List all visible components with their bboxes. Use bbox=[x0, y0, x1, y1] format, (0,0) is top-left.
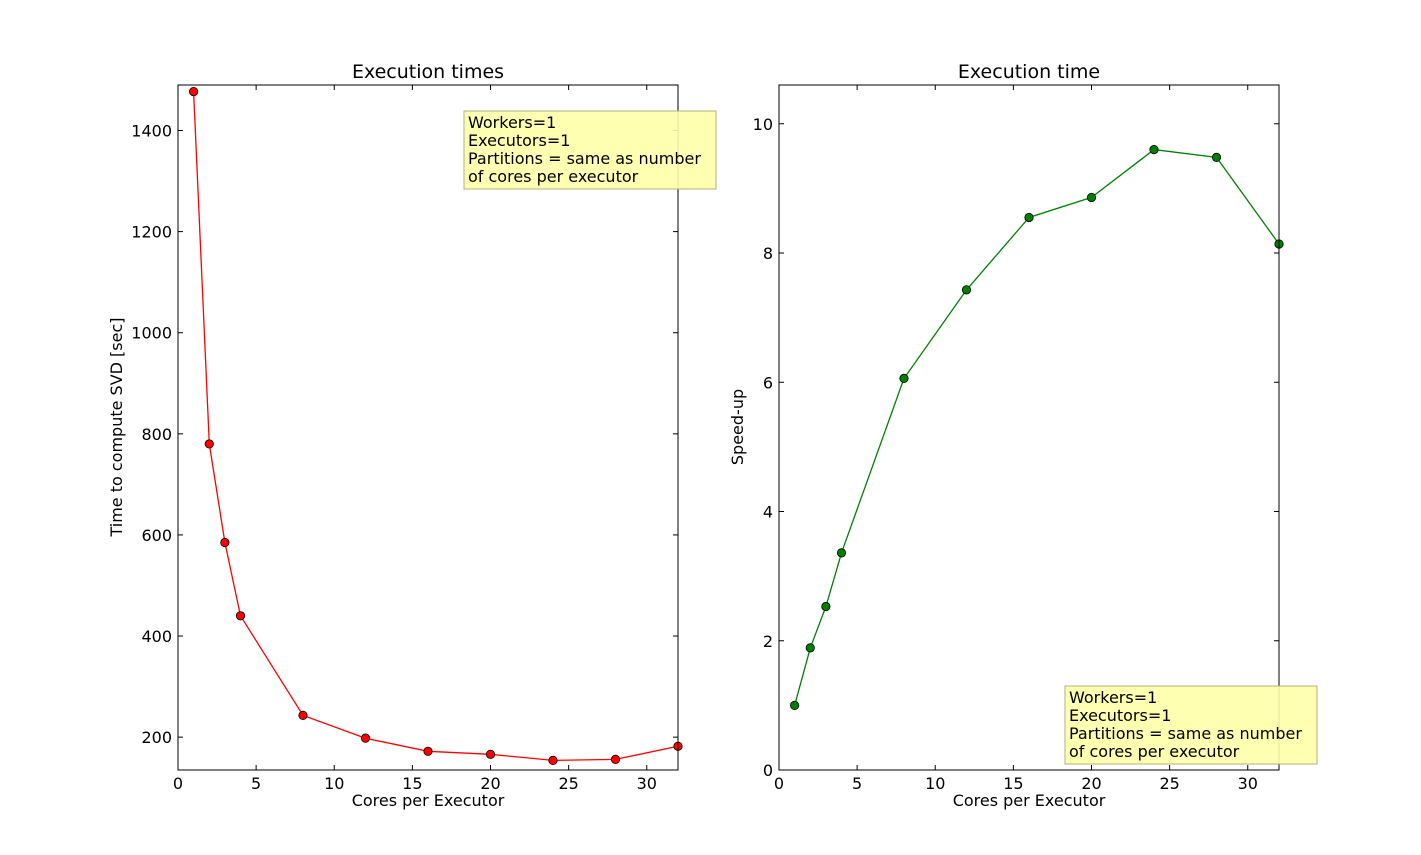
x-tick-label: 25 bbox=[1159, 774, 1179, 793]
data-point bbox=[548, 755, 558, 765]
y-tick-label: 1000 bbox=[131, 324, 172, 343]
data-point bbox=[220, 537, 230, 548]
y-tick-label: 600 bbox=[141, 526, 172, 545]
x-tick-label: 15 bbox=[402, 774, 422, 793]
data-point bbox=[805, 643, 815, 653]
plot-frame bbox=[177, 84, 679, 771]
x-tick-label: 25 bbox=[558, 774, 578, 793]
data-point bbox=[235, 611, 246, 621]
series-line bbox=[793, 148, 1280, 706]
x-tick-label: 10 bbox=[925, 774, 945, 793]
annotation-line: of cores per executor bbox=[468, 167, 639, 186]
series-line bbox=[192, 91, 679, 762]
x-tick-label: 0 bbox=[774, 774, 784, 793]
annotation-background bbox=[1064, 685, 1318, 765]
y-tick-label: 6 bbox=[763, 373, 773, 392]
x-tick-label: 20 bbox=[1081, 774, 1101, 793]
speed-up-chart: Execution time Cores per Executor Speed-… bbox=[728, 61, 1318, 810]
annotation-line: Partitions = same as number bbox=[1069, 724, 1302, 743]
axis-ticks: 0 5 10 15 20 25 30 0 2 4 6 8 10 bbox=[753, 85, 1279, 793]
y-tick-label: 1200 bbox=[131, 223, 172, 242]
data-point bbox=[1086, 192, 1097, 203]
x-axis-label: Cores per Executor bbox=[953, 791, 1106, 810]
data-point bbox=[1149, 145, 1159, 155]
annotation-line: Workers=1 bbox=[1069, 688, 1157, 707]
x-tick-label: 5 bbox=[251, 774, 261, 793]
data-series bbox=[189, 86, 683, 765]
y-axis-label: Speed-up bbox=[728, 389, 747, 465]
data-point bbox=[899, 373, 909, 383]
data-point bbox=[204, 439, 214, 449]
y-tick-label: 2 bbox=[763, 632, 773, 651]
x-tick-label: 5 bbox=[852, 774, 862, 793]
annotation-line: Executors=1 bbox=[468, 131, 570, 150]
y-tick-label: 200 bbox=[141, 728, 172, 747]
y-axis-label: Time to compute SVD [sec] bbox=[107, 317, 126, 537]
data-point bbox=[1024, 212, 1034, 223]
data-point bbox=[298, 710, 308, 721]
chart-title: Execution times bbox=[352, 61, 504, 83]
data-point bbox=[836, 548, 847, 558]
annotation-line: Workers=1 bbox=[468, 113, 556, 132]
annotation-background bbox=[463, 110, 717, 190]
data-point bbox=[360, 733, 371, 743]
y-tick-label: 800 bbox=[141, 425, 172, 444]
y-tick-label: 400 bbox=[141, 627, 172, 646]
annotation-line: Executors=1 bbox=[1069, 706, 1171, 725]
y-tick-label: 8 bbox=[763, 244, 773, 263]
y-tick-label: 1400 bbox=[131, 121, 172, 140]
axis-ticks: 0 5 10 15 20 25 30 200 400 600 800 1000 1200 1400 bbox=[131, 85, 678, 793]
data-point bbox=[485, 749, 496, 759]
data-series bbox=[790, 145, 1284, 710]
data-point bbox=[189, 86, 199, 97]
x-tick-label: 0 bbox=[173, 774, 183, 793]
data-point bbox=[610, 754, 621, 764]
data-point bbox=[821, 601, 831, 612]
annotation-line: of cores per executor bbox=[1069, 742, 1240, 761]
x-tick-label: 30 bbox=[637, 774, 657, 793]
data-point bbox=[423, 746, 433, 756]
annotation-line: Partitions = same as number bbox=[468, 149, 701, 168]
y-tick-label: 4 bbox=[763, 503, 773, 522]
y-tick-label: 0 bbox=[763, 761, 773, 780]
chart-title: Execution time bbox=[958, 61, 1100, 83]
plot-frame bbox=[778, 84, 1280, 771]
data-point bbox=[790, 700, 800, 710]
x-tick-label: 20 bbox=[480, 774, 500, 793]
x-axis-label: Cores per Executor bbox=[352, 791, 505, 810]
data-point bbox=[1211, 152, 1222, 162]
y-tick-label: 10 bbox=[753, 115, 773, 134]
execution-times-chart: Execution times Cores per Executor Time … bbox=[107, 61, 717, 810]
x-tick-label: 15 bbox=[1003, 774, 1023, 793]
x-tick-label: 30 bbox=[1238, 774, 1258, 793]
data-point bbox=[961, 285, 972, 295]
x-tick-label: 10 bbox=[324, 774, 344, 793]
